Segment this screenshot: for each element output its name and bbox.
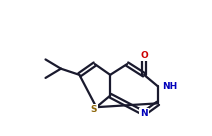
Text: N: N [140,109,148,118]
Text: S: S [91,105,97,114]
Text: NH: NH [162,82,177,91]
Text: O: O [140,51,148,60]
